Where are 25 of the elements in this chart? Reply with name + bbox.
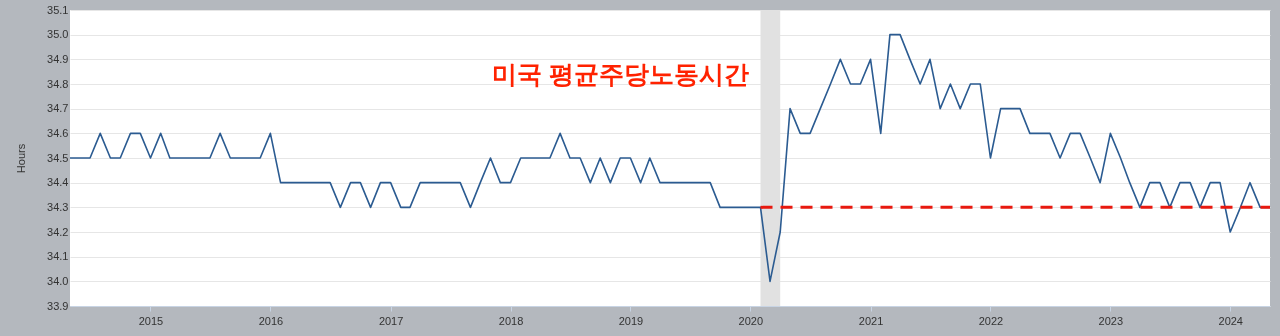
x-tick-label: 2015 — [138, 314, 164, 327]
x-tick-label: 2023 — [1098, 314, 1124, 327]
y-tick-label: 34.0 — [47, 274, 69, 287]
y-tick-label: 34.1 — [47, 250, 69, 263]
x-tick-label: 2022 — [978, 314, 1004, 327]
y-tick-label: 34.8 — [47, 77, 69, 90]
x-tick-label: 2017 — [378, 314, 404, 327]
y-tick-label: 34.5 — [47, 151, 69, 164]
y-tick-label: 35.0 — [47, 28, 69, 41]
x-tick-label: 2018 — [498, 314, 524, 327]
y-axis-title: Hours — [15, 143, 28, 174]
annotation: 미국 평균주당노동시간 — [492, 60, 749, 88]
y-tick-label: 34.7 — [47, 102, 69, 115]
y-tick-label: 34.4 — [47, 176, 69, 189]
y-tick-label: 34.3 — [47, 200, 69, 213]
x-tick-label: 2024 — [1218, 314, 1243, 327]
x-tick-label: 2020 — [738, 314, 764, 327]
y-tick-label: 34.6 — [47, 126, 69, 139]
y-tick-label: 34.9 — [47, 52, 69, 65]
y-tick-label: 34.2 — [47, 225, 69, 238]
x-tick-label: 2016 — [258, 314, 284, 327]
y-tick-label: 33.9 — [47, 299, 69, 312]
x-tick-label: 2019 — [618, 314, 644, 327]
y-tick-label: 35.1 — [47, 3, 69, 16]
x-tick-label: 2021 — [858, 314, 884, 327]
